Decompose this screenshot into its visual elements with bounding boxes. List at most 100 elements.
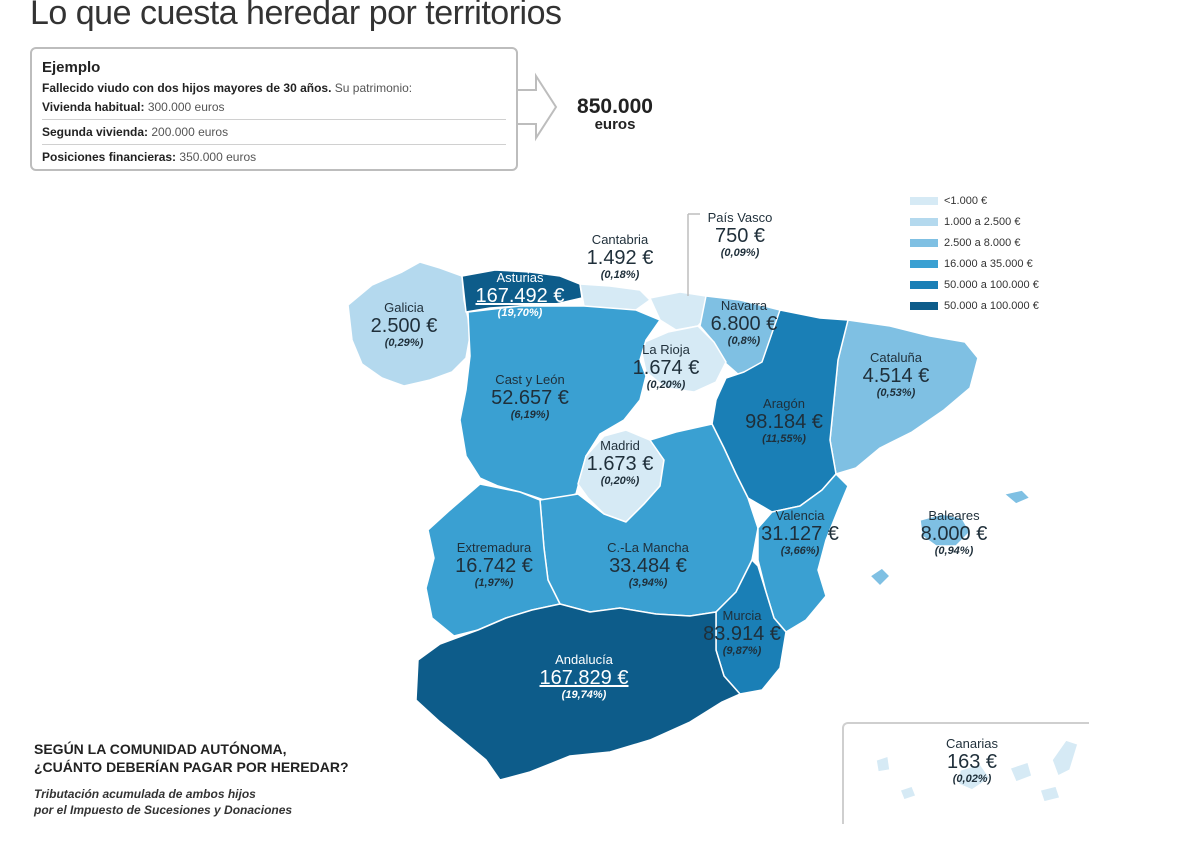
region-pct: (0,20%) xyxy=(600,475,640,487)
legend-swatch xyxy=(910,301,938,310)
label-murcia: Murcia 83.914 € (9,87%) xyxy=(703,608,781,657)
region-value: 1.492 € xyxy=(586,247,654,269)
legend-item: 1.000 a 2.500 € xyxy=(910,211,1039,232)
label-la-rioja: La Rioja 1.674 € (0,20%) xyxy=(633,342,700,391)
legend-item: <1.000 € xyxy=(910,190,1039,211)
footer-subtitle: Tributación acumulada de ambos hijos por… xyxy=(34,786,349,818)
footer-sub-line1: Tributación acumulada de ambos hijos xyxy=(34,787,256,801)
region-castilla-leon[interactable] xyxy=(459,305,661,503)
region-valencia[interactable] xyxy=(757,473,849,633)
legend: <1.000 € 1.000 a 2.500 € 2.500 a 8.000 €… xyxy=(910,190,1039,316)
page-title: Lo que cuesta heredar por territorios xyxy=(30,0,562,32)
region-name: Valencia xyxy=(775,508,825,523)
example-intro: Fallecido viudo con dos hijos mayores de… xyxy=(42,81,506,95)
example-item-value: 200.000 euros xyxy=(151,125,229,139)
example-item-posiciones: Posiciones financieras: 350.000 euros xyxy=(42,150,506,164)
example-intro-light: Su patrimonio: xyxy=(334,81,413,95)
example-item-label: Segunda vivienda: xyxy=(42,125,149,139)
example-intro-bold: Fallecido viudo con dos hijos mayores de… xyxy=(42,81,332,95)
region-name: Baleares xyxy=(928,508,980,523)
region-name: Galicia xyxy=(384,300,424,315)
region-value: 4.514 € xyxy=(862,365,930,387)
label-castilla-la-mancha: C.-La Mancha 33.484 € (3,94%) xyxy=(607,540,689,589)
region-name: Andalucía xyxy=(555,652,613,667)
region-value: 750 € xyxy=(714,225,766,247)
region-pct: (0,02%) xyxy=(952,773,992,785)
legend-item: 50.000 a 100.000 € xyxy=(910,274,1039,295)
region-pct: (0,94%) xyxy=(934,545,974,557)
region-pct: (11,55%) xyxy=(762,433,806,445)
region-la-rioja[interactable] xyxy=(639,325,727,393)
region-canarias-island[interactable] xyxy=(1039,785,1061,803)
footer-caption: SEGÚN LA COMUNIDAD AUTÓNOMA, ¿CUÁNTO DEB… xyxy=(34,740,349,818)
legend-swatch xyxy=(910,259,938,268)
region-value: 163 € xyxy=(946,751,998,773)
label-asturias: Asturias 167.492 € (19,70%) xyxy=(476,270,565,319)
region-name: La Rioja xyxy=(642,342,690,357)
region-name: Extremadura xyxy=(456,540,532,555)
region-value: 16.742 € xyxy=(455,555,533,577)
region-pct: (9,87%) xyxy=(722,645,762,657)
region-name: Cataluña xyxy=(869,350,923,365)
region-andalucia[interactable] xyxy=(415,603,741,781)
example-box: Ejemplo Fallecido viudo con dos hijos ma… xyxy=(30,47,518,171)
footer-title-line2: ¿CUÁNTO DEBERÍAN PAGAR POR HEREDAR? xyxy=(34,759,349,775)
region-pct: (19,70%) xyxy=(497,307,543,319)
label-navarra: Navarra 6.800 € (0,8%) xyxy=(711,298,778,347)
total-amount: 850.000 xyxy=(577,95,653,118)
region-pct: (0,8%) xyxy=(727,335,761,347)
legend-label: 2.500 a 8.000 € xyxy=(944,236,1021,249)
example-heading: Ejemplo xyxy=(42,59,101,76)
region-value: 1.674 € xyxy=(632,357,700,379)
legend-item: 2.500 a 8.000 € xyxy=(910,232,1039,253)
region-value: 2.500 € xyxy=(370,315,438,337)
region-name: C.-La Mancha xyxy=(607,540,689,555)
example-item-label: Vivienda habitual: xyxy=(42,100,145,114)
region-name: Aragón xyxy=(763,396,805,411)
region-name: País Vasco xyxy=(707,210,773,225)
region-name: Asturias xyxy=(496,270,544,285)
region-name: Cantabria xyxy=(591,232,649,247)
legend-item: 16.000 a 35.000 € xyxy=(910,253,1039,274)
region-value: 8.000 € xyxy=(920,523,988,545)
region-name: Navarra xyxy=(720,298,768,313)
region-baleares-mallorca[interactable] xyxy=(919,513,971,547)
legend-label: <1.000 € xyxy=(944,194,988,207)
example-item-value: 300.000 euros xyxy=(147,100,225,114)
label-aragon: Aragón 98.184 € (11,55%) xyxy=(745,396,823,445)
legend-swatch xyxy=(910,196,938,205)
region-name: Madrid xyxy=(600,438,640,453)
region-baleares-menorca[interactable] xyxy=(1003,489,1031,505)
label-madrid: Madrid 1.673 € (0,20%) xyxy=(587,438,654,487)
canarias-inset xyxy=(842,722,1089,824)
region-name: Murcia xyxy=(722,608,762,623)
footer-sub-line2: por el Impuesto de Sucesiones y Donacion… xyxy=(34,803,293,817)
footer-title-line1: SEGÚN LA COMUNIDAD AUTÓNOMA, xyxy=(34,741,287,757)
region-name: Cast y León xyxy=(495,372,565,387)
example-item-label: Posiciones financieras: xyxy=(42,150,177,164)
region-canarias-island[interactable] xyxy=(957,763,991,791)
label-andalucia: Andalucía 167.829 € (19,74%) xyxy=(540,652,629,701)
legend-swatch xyxy=(910,280,938,289)
region-canarias-island[interactable] xyxy=(1009,761,1033,783)
legend-label: 50.000 a 100.000 € xyxy=(944,278,1039,291)
region-value: 1.673 € xyxy=(586,453,654,475)
region-value: 98.184 € xyxy=(745,411,823,433)
region-pct: (0,09%) xyxy=(720,247,760,259)
region-pct: (0,20%) xyxy=(646,379,686,391)
legend-item: 50.000 a 100.000 € xyxy=(910,295,1039,316)
legend-label: 16.000 a 35.000 € xyxy=(944,257,1033,270)
region-pct: (0,18%) xyxy=(600,269,640,281)
legend-label: 50.000 a 100.000 € xyxy=(944,299,1039,312)
region-pct: (3,94%) xyxy=(628,577,668,589)
region-baleares-ibiza[interactable] xyxy=(869,567,891,587)
total-patrimonio: 850.000 euros xyxy=(560,95,670,133)
region-canarias-island[interactable] xyxy=(1051,739,1079,777)
region-canarias-island[interactable] xyxy=(899,785,917,801)
label-valencia: Valencia 31.127 € (3,66%) xyxy=(761,508,839,557)
region-canarias-island[interactable] xyxy=(875,755,891,773)
region-pct: (3,66%) xyxy=(780,545,820,557)
region-value: 33.484 € xyxy=(609,555,687,577)
region-pct: (0,29%) xyxy=(384,337,424,349)
region-value: 52.657 € xyxy=(491,387,569,409)
